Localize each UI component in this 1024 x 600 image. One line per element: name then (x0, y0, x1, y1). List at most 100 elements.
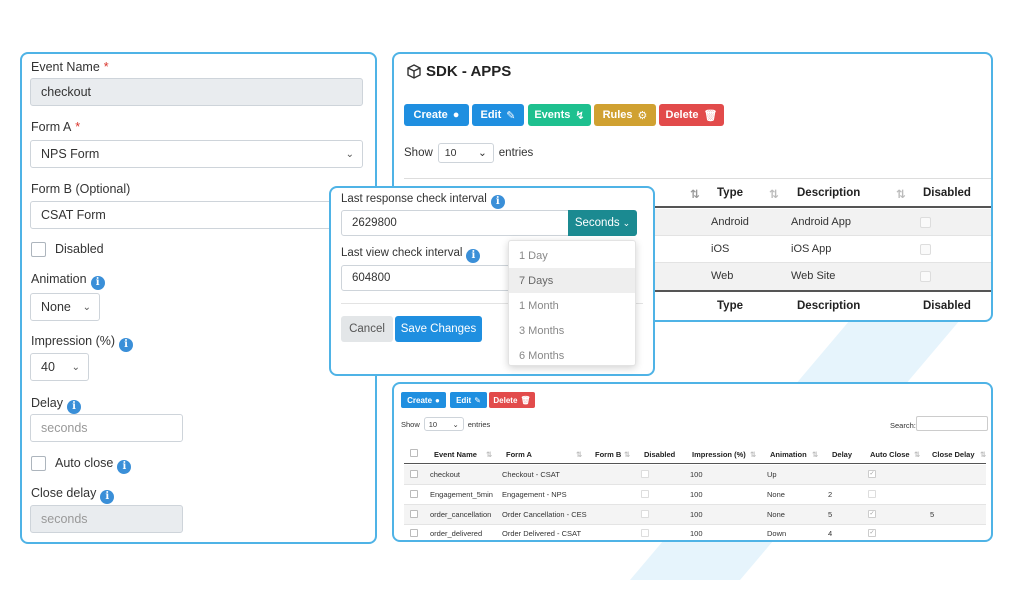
impression-select[interactable]: 40 ⌄ (30, 353, 89, 381)
table-row[interactable] (404, 505, 986, 524)
col-type[interactable]: Type (717, 187, 743, 199)
pencil-icon: ✎ (506, 109, 516, 122)
col-impression[interactable]: Impression (%) (692, 450, 746, 459)
edit-button[interactable]: Edit ✎ (472, 104, 524, 126)
close-delay-label: Close delay i (31, 486, 115, 504)
form-a-cell: Order Cancellation - CES (502, 510, 587, 519)
entries-select[interactable]: 10 ⌄ (437, 143, 494, 163)
table-footer (404, 290, 991, 320)
delay-input[interactable]: seconds (30, 414, 183, 442)
form-a-cell: Engagement - NPS (502, 490, 567, 499)
col-delay[interactable]: Delay (832, 450, 853, 459)
disabled-checkbox[interactable] (31, 242, 46, 257)
trash-icon: 🗑 (703, 109, 718, 122)
entries-select[interactable]: 10 ⌄ (423, 417, 464, 431)
type-cell: Web (711, 270, 734, 282)
close-delay-cell: 5 (930, 510, 935, 519)
type-cell: iOS (711, 243, 730, 255)
form-b-field[interactable]: CSAT Form (30, 201, 363, 229)
cancel-button[interactable]: Cancel (341, 316, 393, 342)
animation-select[interactable]: None ⌄ (30, 293, 100, 321)
info-icon[interactable]: i (100, 489, 115, 504)
row-checkbox[interactable] (410, 510, 418, 518)
events-button[interactable]: Events ↯ (528, 104, 591, 126)
description-cell: Android App (791, 216, 851, 228)
foot-disabled: Disabled (923, 300, 971, 312)
delay-cell: 4 (828, 529, 833, 538)
close-delay-input[interactable]: seconds (30, 505, 183, 533)
chevron-down-icon: ⌄ (82, 302, 91, 313)
event-name-label: Event Name * (31, 60, 109, 74)
sort-icon[interactable]: ⇅ (576, 450, 583, 459)
col-description[interactable]: Description (797, 187, 861, 199)
sort-icon[interactable]: ⇅ (750, 450, 757, 459)
sort-icon[interactable]: ⇅ (769, 189, 779, 201)
dropdown-option[interactable]: 6 Months (519, 349, 565, 362)
auto-close-checkbox[interactable] (31, 456, 46, 471)
row-checkbox[interactable] (410, 529, 418, 537)
col-form-a[interactable]: Form A (506, 450, 532, 459)
sort-icon[interactable]: ⇅ (914, 450, 921, 459)
event-name-field[interactable]: checkout (30, 78, 363, 106)
delete-button[interactable]: Delete 🗑 (659, 104, 724, 126)
auto-close-checkbox: ✓ (868, 470, 876, 478)
form-a-select[interactable]: NPS Form ⌄ (30, 140, 363, 168)
search-input[interactable] (916, 416, 988, 431)
table-header (404, 442, 986, 464)
impression-cell: 100 (690, 529, 703, 538)
col-animation[interactable]: Animation (770, 450, 807, 459)
row-checkbox[interactable] (410, 470, 418, 478)
create-button[interactable]: Create ● (404, 104, 469, 126)
info-icon[interactable]: i (66, 399, 81, 414)
table-header (404, 178, 991, 208)
dropdown-option[interactable]: 1 Month (519, 299, 559, 312)
info-icon[interactable]: i (119, 337, 134, 352)
pencil-icon: ✎ (474, 395, 481, 405)
cubes-icon (407, 63, 421, 79)
response-interval-input[interactable]: 2629800 (341, 210, 569, 236)
create-button[interactable]: Create ● (401, 392, 446, 408)
select-all-checkbox[interactable] (410, 449, 418, 457)
col-event-name[interactable]: Event Name (434, 450, 477, 459)
unit-dropdown-menu: 1 Day 7 Days 1 Month 3 Months 6 Months (508, 240, 636, 366)
entries-label: entries (498, 147, 534, 159)
unit-dropdown-button[interactable]: Seconds ⌄ (568, 210, 637, 236)
sort-icon[interactable]: ⇅ (980, 450, 987, 459)
event-name-cell: checkout (430, 470, 461, 479)
delay-cell: 2 (828, 490, 833, 499)
table-row[interactable] (404, 236, 991, 263)
info-icon[interactable]: i (490, 194, 505, 209)
info-icon[interactable]: i (466, 248, 481, 263)
col-disabled[interactable]: Disabled (923, 187, 971, 199)
plus-circle-icon: ● (452, 109, 460, 121)
sort-icon[interactable]: ⇅ (812, 450, 819, 459)
disabled-label: Disabled (55, 242, 104, 256)
auto-close-checkbox: ✓ (868, 529, 876, 537)
sort-icon[interactable]: ⇅ (896, 189, 906, 201)
foot-type: Type (717, 300, 743, 312)
save-changes-button[interactable]: Save Changes (395, 316, 482, 342)
row-checkbox[interactable] (410, 490, 418, 498)
info-icon[interactable]: i (117, 459, 132, 474)
col-close-delay[interactable]: Close Delay (932, 450, 975, 459)
rules-button[interactable]: Rules ⚙ (594, 104, 656, 126)
sort-icon[interactable]: ⇅ (486, 450, 493, 459)
gears-icon: ⚙ (637, 109, 648, 122)
disabled-checkbox (920, 271, 931, 282)
chevron-down-icon: ⌄ (345, 149, 354, 160)
delete-button[interactable]: Delete 🗑 (489, 392, 535, 408)
table-row[interactable] (404, 465, 986, 484)
delay-label: Delay i (31, 396, 81, 414)
dropdown-option[interactable]: 3 Months (519, 324, 565, 337)
disabled-checkbox (641, 529, 649, 537)
col-form-b[interactable]: Form B (595, 450, 622, 459)
col-disabled[interactable]: Disabled (644, 450, 676, 459)
info-icon[interactable]: i (90, 275, 105, 290)
edit-button[interactable]: Edit ✎ (450, 392, 487, 408)
dropdown-option-selected[interactable]: 7 Days (509, 268, 635, 293)
dropdown-option[interactable]: 1 Day (519, 249, 548, 262)
sort-icon[interactable]: ⇅ (624, 450, 631, 459)
col-auto-close[interactable]: Auto Close (870, 450, 910, 459)
auto-close-checkbox: ✓ (868, 510, 876, 518)
sort-icon[interactable]: ⇅ (690, 189, 700, 201)
